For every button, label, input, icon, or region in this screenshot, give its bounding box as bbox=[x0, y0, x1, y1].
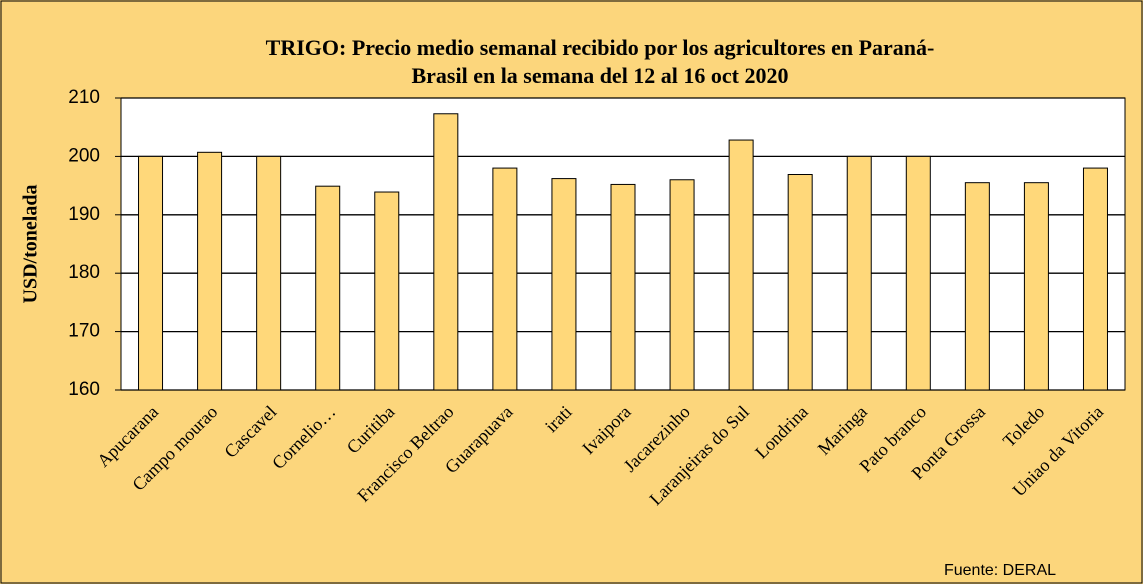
bar bbox=[610, 183, 636, 391]
chart-title: Brasil en la semana del 12 al 16 oct 202… bbox=[411, 63, 788, 88]
bar bbox=[964, 182, 990, 391]
bar bbox=[551, 178, 577, 391]
y-tick-label: 170 bbox=[68, 321, 100, 342]
bar bbox=[315, 185, 341, 391]
y-tick-label: 200 bbox=[68, 145, 100, 166]
y-tick-label: 160 bbox=[68, 379, 100, 400]
bar bbox=[787, 174, 813, 391]
bar bbox=[1023, 182, 1049, 391]
bar bbox=[1082, 167, 1108, 391]
annotation: Fuente: DERAL bbox=[944, 562, 1056, 579]
y-tick-label: 190 bbox=[68, 204, 100, 225]
y-axis-label: USD/tonelada bbox=[20, 185, 42, 304]
bar bbox=[669, 179, 695, 391]
bar bbox=[197, 151, 223, 391]
bar bbox=[433, 113, 459, 391]
bar bbox=[138, 155, 164, 391]
bar bbox=[374, 191, 400, 391]
bar bbox=[256, 155, 282, 391]
bar bbox=[846, 155, 872, 391]
chart-title: TRIGO: Precio medio semanal recibido por… bbox=[266, 35, 935, 60]
bar bbox=[728, 139, 754, 391]
y-tick-label: 210 bbox=[68, 87, 100, 108]
bar bbox=[492, 167, 518, 391]
bar bbox=[905, 155, 931, 391]
y-tick-label: 180 bbox=[68, 262, 100, 283]
